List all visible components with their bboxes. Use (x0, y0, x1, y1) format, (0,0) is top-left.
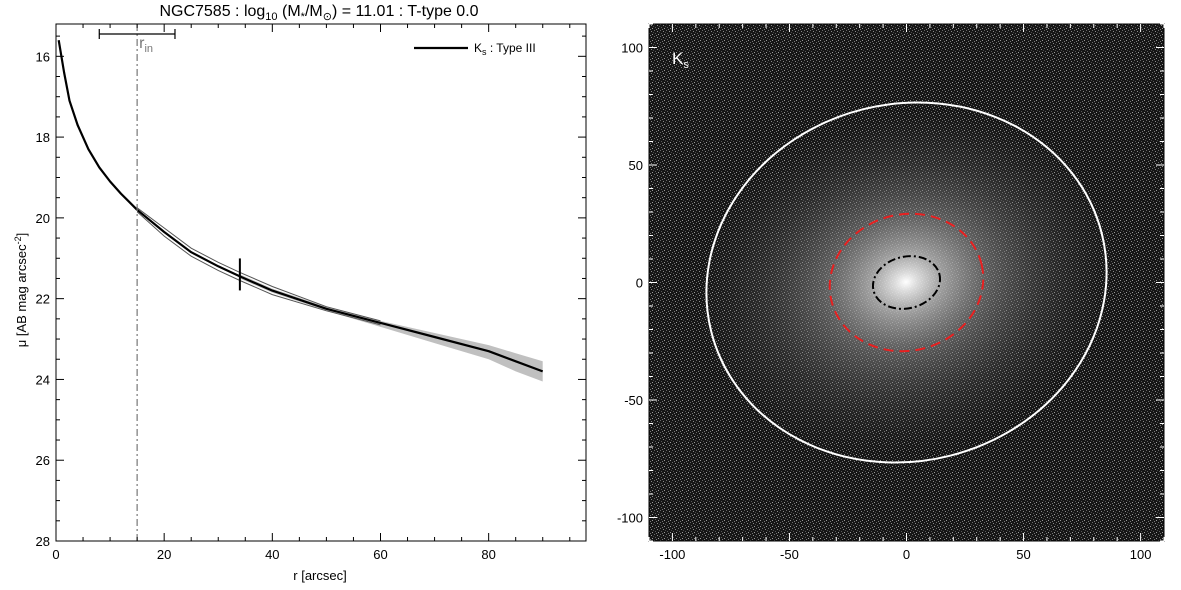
x-tick-label: 20 (157, 547, 171, 562)
ellipse-inner (871, 255, 942, 310)
chart-title: NGC7585 : log10 (M*/M⊙) = 11.01 : T-type… (159, 3, 478, 23)
legend: Ks : Type III (414, 41, 536, 57)
x-tick-label: 60 (373, 547, 387, 562)
ellipse-outer (705, 101, 1108, 464)
galaxy-glow (698, 109, 1114, 455)
y-tick-label: 26 (36, 453, 50, 468)
img-x-tick-label: 100 (1130, 547, 1152, 562)
bound-line-lower (136, 207, 381, 322)
profile-chart: NGC7585 : log10 (M*/M⊙) = 11.01 : T-type… (13, 3, 587, 583)
profile-series-layer (57, 40, 544, 373)
y-tick-label: 28 (36, 534, 50, 549)
img-x-tick-label: 50 (1016, 547, 1030, 562)
x-tick-label: 80 (481, 547, 495, 562)
band-label: Ks (672, 49, 689, 71)
plot-frame (55, 23, 587, 542)
x-tick-label: 0 (52, 547, 59, 562)
y-tick-label: 24 (36, 372, 50, 387)
image-panel: -100 -50 0 50 100 -100 -50 0 50 100 Ks (617, 23, 1165, 562)
y-axis-label: μ [AB mag arcsec-2] (13, 233, 29, 348)
profile-axes: 0 20 40 60 80 16 18 20 22 24 26 28 (36, 23, 587, 562)
y-tick-label: 16 (36, 49, 50, 64)
legend-label: Ks : Type III (474, 41, 536, 57)
isophote-ellipses (705, 101, 1108, 464)
r-in-label: rin (139, 35, 153, 55)
image-axes: -100 -50 0 50 100 -100 -50 0 50 100 (617, 23, 1165, 562)
img-y-tick-label: 50 (629, 158, 643, 173)
img-y-tick-label: 100 (621, 41, 643, 56)
y-tick-label: 22 (36, 292, 50, 307)
ellipse-break (828, 212, 985, 353)
uncertainty-band-layer (239, 274, 543, 382)
img-y-tick-label: -50 (624, 393, 643, 408)
img-y-tick-label: -100 (617, 511, 643, 526)
img-x-tick-label: -50 (780, 547, 799, 562)
galaxy-image (649, 24, 1164, 541)
r-in-marker: rin (98, 24, 176, 541)
uncertainty-band (239, 274, 543, 382)
img-y-tick-label: 0 (636, 276, 643, 291)
x-axis-label: r [arcsec] (293, 568, 346, 583)
thin-bounds-layer (136, 207, 381, 326)
x-tick-label: 40 (265, 547, 279, 562)
y-tick-label: 20 (36, 211, 50, 226)
img-x-tick-label: -100 (659, 547, 685, 562)
profile-line (57, 40, 544, 373)
img-x-tick-label: 0 (903, 547, 910, 562)
y-tick-label: 18 (36, 130, 50, 145)
bound-line-upper (136, 211, 381, 326)
